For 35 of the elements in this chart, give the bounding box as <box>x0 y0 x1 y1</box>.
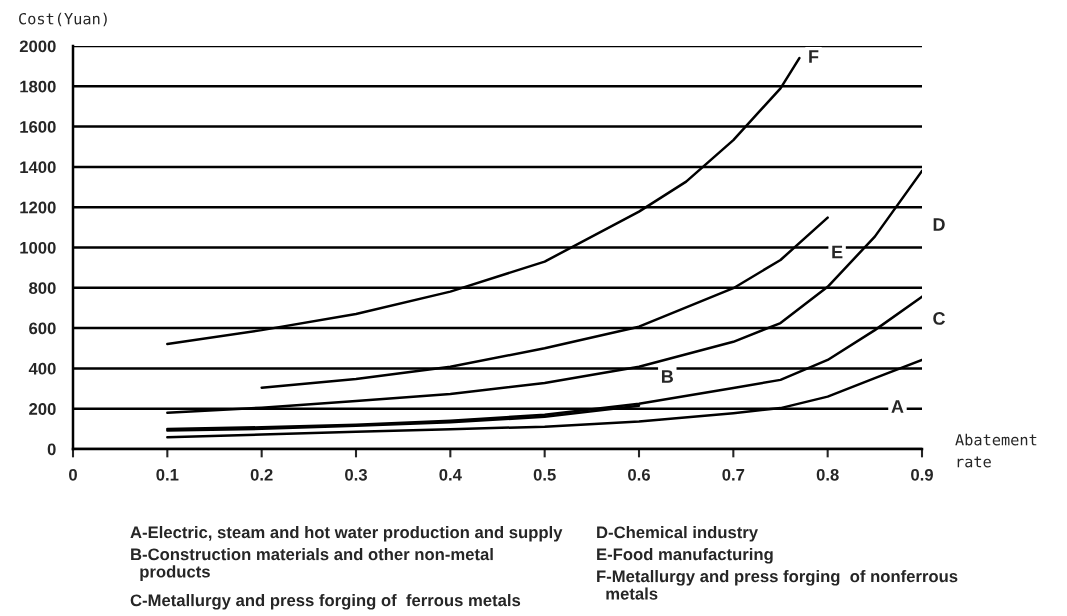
y-tick-label: 600 <box>29 322 56 335</box>
text: E-Food manufacturing <box>597 548 773 564</box>
y-tick-label: 400 <box>28 362 56 375</box>
y-tick-label: 1200 <box>20 201 56 214</box>
y-tick-label: 1400 <box>20 161 56 174</box>
x-tick-label: 0.7 <box>722 468 745 481</box>
text: C <box>933 312 946 325</box>
text: B-Construction materials and other non-metal products <box>131 548 493 581</box>
annotation: A <box>891 400 904 413</box>
x-tick-label: 0 <box>69 468 77 481</box>
annotation: F <box>809 50 819 63</box>
x-tick-label: 0.3 <box>345 468 367 481</box>
annotation: B <box>661 370 673 383</box>
text: A-Electric, steam and hot water production and supply <box>130 526 563 542</box>
y-tick-label: 1600 <box>20 121 56 133</box>
x-tick-label: 0.5 <box>533 468 556 481</box>
y-tick-label: 800 <box>29 282 56 294</box>
x-tick-label: 0.8 <box>816 468 839 481</box>
x-tick-label: 0.2 <box>250 468 273 481</box>
annotation: E <box>832 245 843 259</box>
x-tick-label: 0.4 <box>439 468 462 481</box>
x-tick-label: 0.1 <box>156 468 179 481</box>
text: D <box>933 218 945 231</box>
x-tick-label: 0.9 <box>911 468 933 481</box>
y-tick-label: 1000 <box>20 241 56 254</box>
y-tick-label: 200 <box>29 403 56 415</box>
text: F-Metallurgy and press forging of nonferrous metals <box>597 570 958 600</box>
y-tick-label: 0 <box>47 443 56 456</box>
y-tick-label: 1800 <box>20 80 56 93</box>
text: C-Metallurgy and press forging of ferrous metals <box>130 594 521 610</box>
x-axis-title: Abatement rate <box>955 433 1037 468</box>
x-tick-label: 0.6 <box>628 468 650 481</box>
y-axis-title: Cost(Yuan) <box>19 12 107 27</box>
y-tick-label: 2000 <box>19 40 56 53</box>
text: D-Chemical industry <box>597 526 758 542</box>
